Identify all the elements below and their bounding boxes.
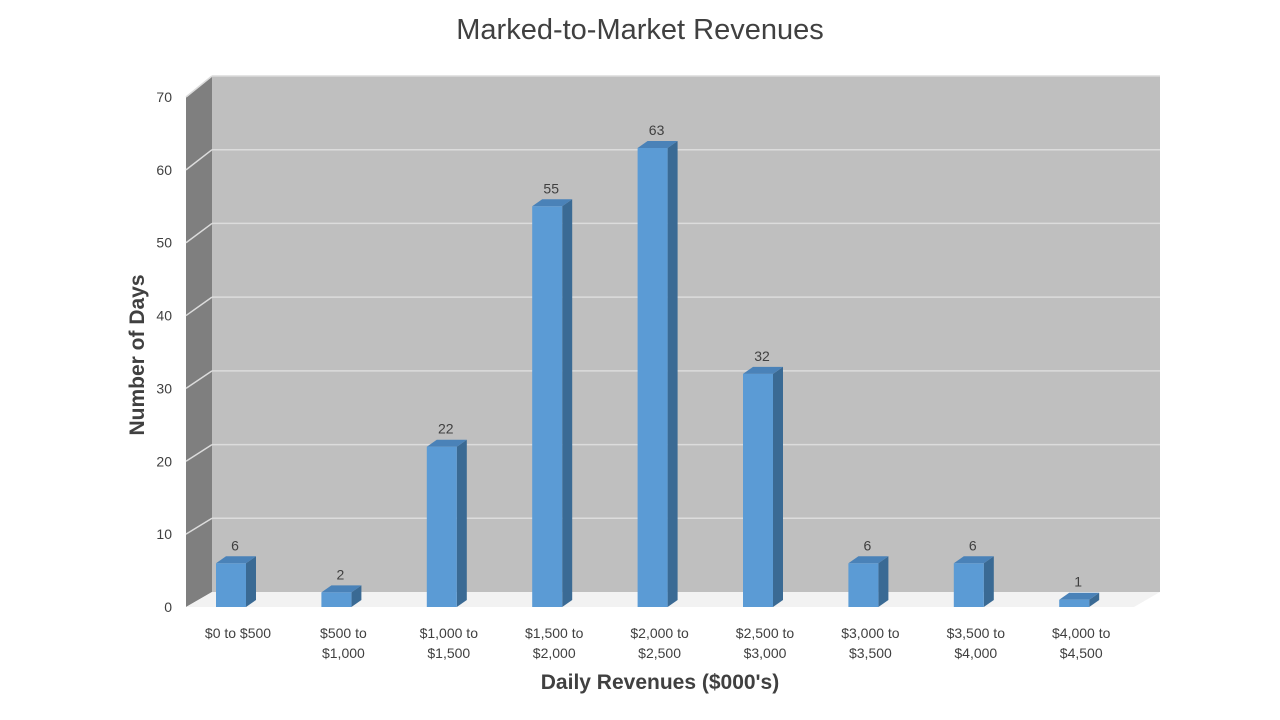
gridlines: [185, 75, 1160, 535]
bar-front: [216, 563, 246, 607]
y-tick-label: 30: [156, 380, 172, 396]
data-label: 1: [1074, 574, 1082, 590]
x-tick-label: $2,000 to $2,500: [630, 625, 689, 661]
gridline-side: [185, 296, 213, 317]
bar-side: [246, 556, 256, 607]
bar: [216, 556, 256, 607]
bar-side: [1089, 592, 1100, 607]
data-label: 63: [649, 122, 665, 138]
bar-top: [953, 556, 994, 564]
bar-side: [456, 439, 467, 607]
side-wall: [186, 76, 212, 607]
bar-top: [216, 556, 256, 564]
data-label: 22: [438, 421, 454, 437]
bar-top: [426, 439, 467, 447]
bar-front: [532, 206, 563, 608]
y-tick-label: 0: [164, 599, 172, 615]
bar-top: [1059, 592, 1100, 600]
gridline-side: [185, 222, 213, 244]
data-label: 55: [543, 180, 559, 196]
data-label: 6: [969, 537, 977, 553]
x-tick-label: $4,000 to $4,500: [1052, 625, 1111, 661]
data-label: 6: [864, 537, 872, 553]
chart-title: Marked-to-Market Revenues: [456, 14, 824, 46]
data-label: 32: [754, 348, 770, 364]
gridline-side: [185, 370, 213, 390]
bar: [532, 199, 573, 608]
x-tick-label: $500 to $1,000: [320, 625, 367, 661]
bar: [743, 366, 783, 607]
y-tick-label: 10: [156, 526, 172, 542]
bar-top: [637, 141, 678, 148]
back-wall: [212, 76, 1160, 592]
bar-top: [743, 366, 783, 374]
x-tick-label: $1,500 to $2,000: [525, 625, 584, 661]
bar-side: [983, 556, 994, 607]
bar: [637, 141, 678, 607]
bar: [953, 556, 994, 607]
bar-top: [532, 199, 573, 207]
x-tick-label: $3,500 to $4,000: [947, 625, 1006, 661]
bar-side: [562, 199, 573, 608]
bar-side: [667, 141, 678, 607]
bar-front: [1059, 599, 1090, 607]
bar: [848, 556, 889, 607]
bar: [1059, 592, 1100, 607]
gridline-side: [185, 149, 213, 171]
bar-side: [878, 556, 889, 607]
y-tick-label: 20: [156, 453, 172, 469]
x-tick-label: $3,000 to $3,500: [841, 625, 900, 661]
bar-front: [953, 563, 984, 607]
bar-front: [848, 563, 879, 607]
y-axis-title: Number of Days: [126, 274, 149, 435]
x-tick-label: $2,500 to $3,000: [736, 625, 795, 661]
gridline-side: [185, 75, 213, 98]
bar: [321, 585, 362, 607]
gridline-side: [185, 443, 213, 462]
x-axis-title: Daily Revenues ($000's): [541, 671, 779, 694]
bar-front: [743, 373, 773, 607]
gridline-side: [185, 517, 213, 535]
y-tick-label: 40: [156, 308, 172, 324]
bar-front: [321, 592, 352, 607]
bar-side: [773, 366, 783, 607]
x-axis-category-labels: $0 to $500 $500 to $1,000 $1,000 to $1,500 $1…: [205, 625, 1111, 661]
bar-top: [321, 585, 362, 593]
y-tick-label: 70: [156, 89, 172, 105]
y-tick-label: 50: [156, 235, 172, 251]
data-label: 6: [231, 537, 239, 553]
bar-front: [426, 446, 457, 607]
x-tick-label: $0 to $500: [205, 625, 271, 641]
data-label: 2: [337, 566, 345, 582]
y-axis-tick-labels: 0 10 20 30 40 50 60 70: [156, 89, 172, 615]
bar-top: [848, 556, 889, 564]
bar-front: [637, 148, 668, 607]
bars: [216, 141, 1100, 608]
bar-side: [351, 585, 362, 607]
y-tick-label: 60: [156, 162, 172, 178]
bar: [426, 439, 467, 607]
x-tick-label: $1,000 to $1,500: [420, 625, 479, 661]
